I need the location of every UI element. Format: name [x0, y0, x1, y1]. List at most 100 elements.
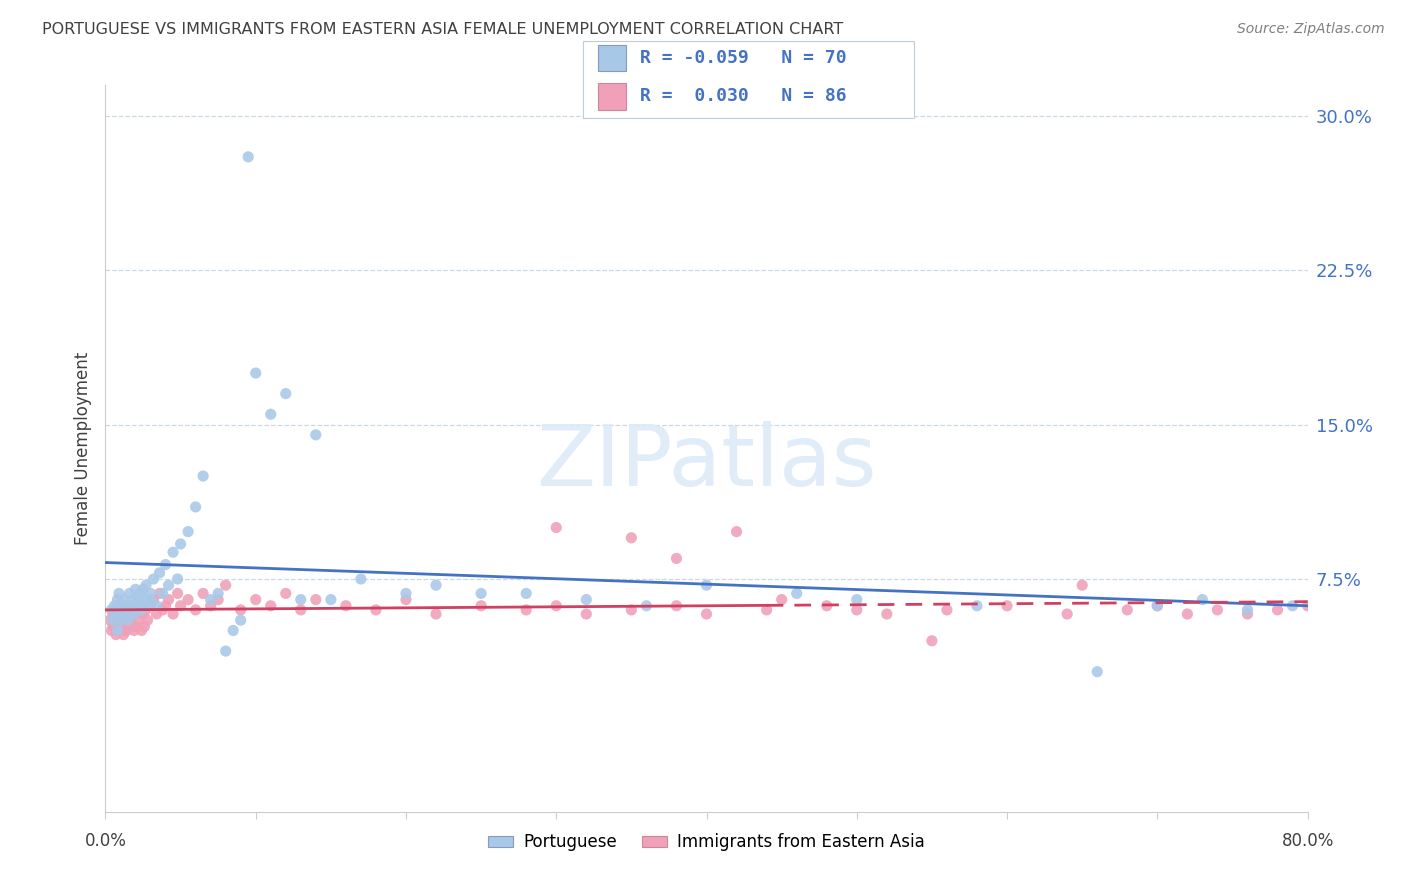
Point: [665, 599, 688, 613]
Text: Source: ZipAtlas.com: Source: ZipAtlas.com: [1237, 22, 1385, 37]
Point: [101, 619, 124, 633]
Point: [620, 531, 643, 545]
Point: [104, 627, 127, 641]
Point: [425, 607, 447, 621]
Point: [135, 578, 157, 592]
Point: [350, 572, 373, 586]
Point: [136, 599, 159, 613]
Point: [131, 603, 153, 617]
Point: [124, 607, 146, 621]
Point: [114, 607, 136, 621]
Point: [152, 603, 174, 617]
Point: [1281, 599, 1303, 613]
Text: 0.0%: 0.0%: [84, 832, 127, 850]
Point: [1056, 607, 1078, 621]
Legend: Portuguese, Immigrants from Eastern Asia: Portuguese, Immigrants from Eastern Asia: [482, 827, 931, 858]
Point: [98, 613, 121, 627]
Point: [191, 586, 214, 600]
Point: [214, 644, 236, 658]
Point: [104, 613, 127, 627]
Point: [260, 599, 283, 613]
Text: PORTUGUESE VS IMMIGRANTS FROM EASTERN ASIA FEMALE UNEMPLOYMENT CORRELATION CHART: PORTUGUESE VS IMMIGRANTS FROM EASTERN AS…: [42, 22, 844, 37]
Point: [290, 603, 312, 617]
Point: [696, 578, 718, 592]
Point: [136, 613, 159, 627]
Point: [260, 407, 283, 421]
Point: [425, 578, 447, 592]
Point: [636, 599, 658, 613]
Point: [125, 603, 148, 617]
Point: [155, 558, 177, 572]
Point: [157, 578, 180, 592]
Point: [470, 599, 492, 613]
Point: [145, 599, 167, 613]
Point: [107, 599, 129, 613]
Point: [620, 603, 643, 617]
Point: [845, 603, 868, 617]
Point: [177, 524, 200, 539]
Point: [515, 603, 537, 617]
Point: [139, 599, 162, 613]
Point: [103, 599, 125, 613]
Point: [546, 520, 568, 534]
Point: [112, 627, 135, 641]
Point: [142, 592, 165, 607]
Point: [245, 592, 267, 607]
Point: [290, 592, 312, 607]
Point: [725, 524, 748, 539]
Point: [395, 592, 418, 607]
Point: [995, 599, 1018, 613]
Point: [121, 599, 143, 613]
Text: R = -0.059   N = 70: R = -0.059 N = 70: [640, 49, 846, 67]
Point: [120, 599, 142, 613]
Point: [515, 586, 537, 600]
Point: [108, 586, 131, 600]
Point: [118, 603, 141, 617]
Point: [139, 586, 162, 600]
Point: [177, 592, 200, 607]
Point: [117, 613, 139, 627]
Point: [107, 592, 129, 607]
Point: [112, 613, 135, 627]
Point: [155, 599, 177, 613]
Point: [770, 592, 793, 607]
Point: [100, 603, 122, 617]
Point: [103, 603, 125, 617]
Point: [135, 603, 157, 617]
Point: [134, 619, 156, 633]
Point: [114, 599, 136, 613]
Point: [100, 624, 122, 638]
Point: [104, 607, 127, 621]
Point: [184, 603, 207, 617]
Point: [125, 599, 148, 613]
Point: [124, 603, 146, 617]
Point: [112, 592, 135, 607]
Point: [111, 599, 134, 613]
Point: [229, 603, 252, 617]
Point: [1206, 603, 1229, 617]
Point: [245, 366, 267, 380]
Point: [274, 386, 297, 401]
Point: [665, 551, 688, 566]
Point: [575, 607, 598, 621]
Point: [274, 586, 297, 600]
Point: [110, 603, 132, 617]
Point: [115, 624, 138, 638]
Point: [222, 624, 245, 638]
Point: [1116, 603, 1139, 617]
Point: [148, 586, 170, 600]
Point: [696, 607, 718, 621]
Point: [152, 586, 174, 600]
Point: [122, 624, 145, 638]
Point: [169, 537, 191, 551]
Point: [108, 613, 131, 627]
Point: [162, 545, 184, 559]
Point: [305, 592, 328, 607]
Point: [1085, 665, 1108, 679]
Point: [395, 586, 418, 600]
Point: [214, 578, 236, 592]
Point: [139, 592, 162, 607]
Text: ZIPatlas: ZIPatlas: [536, 421, 877, 504]
Point: [546, 599, 568, 613]
Point: [1296, 599, 1319, 613]
